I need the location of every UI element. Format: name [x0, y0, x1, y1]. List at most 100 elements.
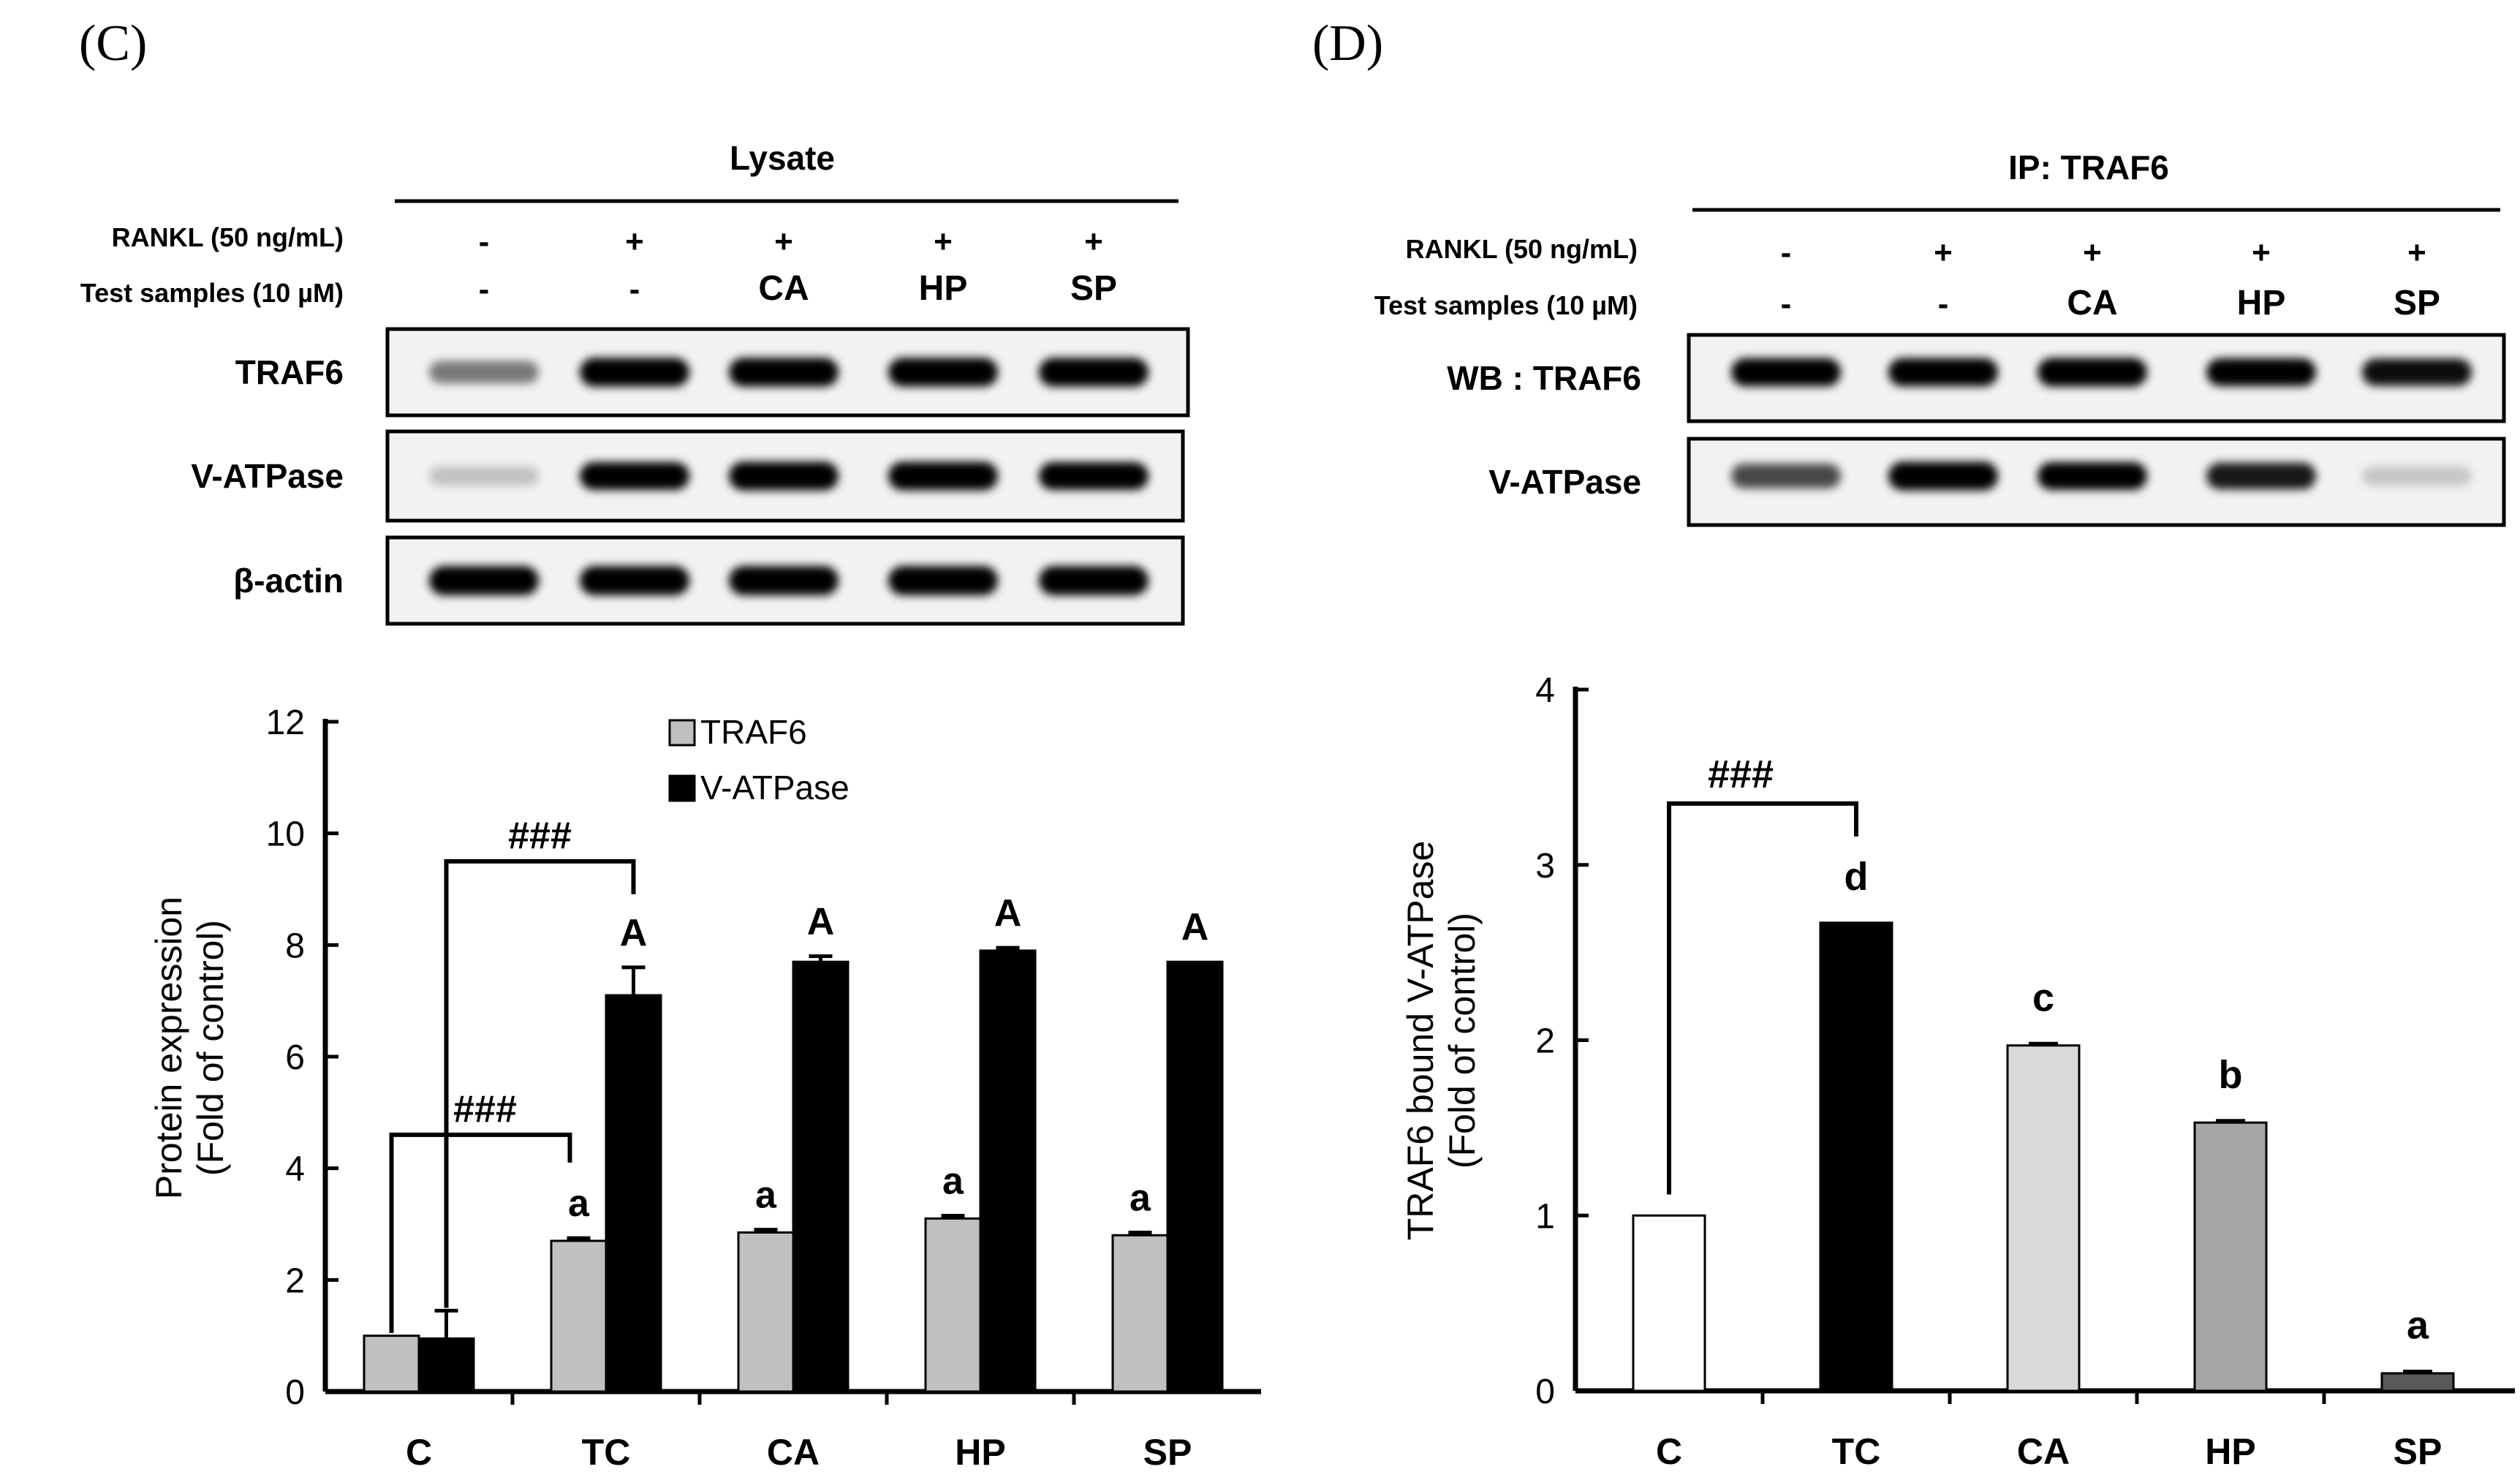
blot-c-band	[580, 566, 689, 595]
blot-d-band-label: V-ATPase	[1488, 463, 1641, 501]
chart-c-annotation: A	[807, 901, 835, 943]
chart-c-legend: TRAF6 V-ATPase	[668, 713, 850, 807]
blot-d-sample-mark: SP	[2394, 284, 2440, 322]
chart-c-y-tick-label: 4	[285, 1150, 305, 1189]
significance-bracket	[444, 858, 636, 1308]
chart-d-marks: 0 1 2 3 4 C TC CA HP SP d c b a ###	[1535, 671, 2515, 1472]
chart-d-y-tick-label: 1	[1535, 1197, 1555, 1236]
chart-c-y-tick-label: 0	[285, 1373, 305, 1412]
significance-label: ###	[1708, 752, 1774, 796]
western-blot-d: IP: TRAF6 RANKL (50 ng/mL) Test samples …	[1374, 148, 2506, 527]
blot-c-band	[429, 566, 539, 595]
bar-chart-c: Protein expression (Fold of control) 0 2 4…	[148, 703, 1261, 1472]
chart-d-y-tick-label: 4	[1535, 671, 1555, 710]
blot-d-band	[1731, 464, 1841, 488]
blot-c-band-label: V-ATPase	[191, 457, 344, 495]
blot-d-strips: WB : TRAF6 V-ATPase	[1447, 333, 2506, 527]
chart-c-annotation: A	[1181, 906, 1209, 948]
legend-label-v-atpase: V-ATPase	[700, 769, 850, 807]
chart-d-annotation: d	[1844, 855, 1869, 899]
blot-c-band	[729, 461, 839, 491]
legend-swatch-traf6	[668, 719, 696, 747]
chart-c-x-tick-label: SP	[1143, 1432, 1192, 1472]
chart-c-x-tick-label: C	[406, 1432, 432, 1472]
bar-sp	[2380, 1372, 2455, 1392]
blot-c-rankl-mark: +	[774, 224, 793, 260]
blot-d-sample-mark: -	[1938, 286, 1949, 322]
blot-d-lane-marks: - + + + + - - CA HP SP	[1781, 235, 2440, 322]
chart-d-annotation: a	[2407, 1304, 2429, 1348]
blot-d-sample-mark: CA	[2067, 284, 2117, 322]
bar-v-atpase	[605, 994, 662, 1393]
bar-v-atpase	[1166, 960, 1224, 1393]
blot-d-rankl-mark: +	[2252, 235, 2271, 271]
chart-d-x-tick-label: C	[1656, 1431, 1682, 1472]
blot-d-band	[2206, 462, 2316, 490]
blot-c-sample-mark: CA	[758, 269, 809, 308]
blot-d-rankl-mark: -	[1781, 235, 1792, 271]
chart-d-y-tick-label: 2	[1535, 1022, 1555, 1061]
bar-hp	[2193, 1121, 2268, 1392]
blot-c-rankl-mark: +	[625, 224, 644, 260]
chart-c-y-tick-label: 2	[285, 1261, 305, 1300]
blot-c-band-label: TRAF6	[235, 353, 344, 391]
blot-d-rankl-mark: +	[1934, 235, 1953, 271]
chart-d-annotation: b	[2219, 1053, 2243, 1097]
blot-d-band	[2206, 358, 2316, 386]
blot-c-band-label: β-actin	[233, 562, 344, 600]
chart-c-x-tick-label: TC	[582, 1432, 631, 1472]
blot-c-band	[729, 358, 839, 387]
chart-c-marks: 0 2 4 6 8 10 12 C TC CA HP SP a a a a A A A A ### ###	[266, 703, 1261, 1472]
blot-d-sample-mark: -	[1781, 286, 1792, 322]
blot-c-sample-mark: -	[479, 271, 490, 307]
blot-d-band	[2037, 358, 2147, 387]
significance-label: ###	[453, 1088, 517, 1131]
blot-c-strip-v-atpase: V-ATPase	[191, 429, 1185, 523]
chart-c-ylabel-line2: (Fold of control)	[190, 920, 231, 1176]
chart-d-y-tick-label: 0	[1535, 1373, 1555, 1411]
bar-tc	[1819, 921, 1893, 1392]
blot-c-band	[888, 461, 998, 491]
blot-c-strips: TRAF6 V-ATPase β-actin	[191, 327, 1190, 626]
legend-swatch-v-atpase	[668, 774, 696, 802]
blot-c-sample-mark: HP	[919, 269, 968, 308]
blot-c-rankl-label: RANKL (50 ng/mL)	[112, 222, 344, 252]
blot-c-rankl-mark: +	[1084, 224, 1103, 260]
blot-c-sample-mark: SP	[1070, 269, 1117, 308]
chart-c-annotation: a	[1130, 1177, 1151, 1219]
blot-c-band	[888, 566, 998, 595]
blot-c-lane-marks: - + + + + - - CA HP SP	[479, 224, 1117, 308]
panel-label-d: (D)	[1312, 15, 1383, 72]
panel-label-c: (C)	[79, 15, 147, 72]
blot-c-band	[888, 358, 998, 387]
blot-c-band	[1039, 462, 1149, 490]
blot-c-band	[1039, 358, 1149, 387]
bar-ca	[2006, 1044, 2081, 1392]
bar-traf6	[550, 1239, 608, 1393]
chart-c-ylabel-line1: Protein expression	[148, 897, 189, 1199]
blot-d-band	[1731, 358, 1841, 387]
chart-d-y-tick-label: 3	[1535, 847, 1555, 886]
blot-d-rankl-mark: +	[2407, 235, 2426, 271]
chart-c-y-tick-label: 6	[285, 1038, 305, 1077]
significance-bracket	[389, 1132, 572, 1333]
chart-c-y-tick-label: 10	[266, 815, 305, 854]
western-blot-c: Lysate RANKL (50 ng/mL) Test samples (10…	[80, 139, 1190, 626]
bar-traf6	[737, 1231, 795, 1393]
blot-c-band	[580, 358, 689, 387]
chart-c-annotation: a	[568, 1182, 590, 1225]
blot-c-samples-label: Test samples (10 µM)	[80, 278, 344, 308]
chart-d-ylabel-line1: TRAF6 bound V-ATPase	[1400, 841, 1441, 1241]
chart-c-annotation: a	[942, 1160, 964, 1203]
chart-c-x-tick-label: HP	[955, 1432, 1005, 1472]
bar-v-atpase	[792, 960, 850, 1393]
blot-d-band	[1888, 461, 1998, 491]
chart-d-ylabel-line2: (Fold of control)	[1442, 913, 1483, 1169]
bar-v-atpase	[979, 949, 1037, 1393]
bar-chart-d: TRAF6 bound V-ATPase (Fold of control) 0…	[1400, 671, 2515, 1472]
blot-c-header: Lysate	[730, 139, 835, 177]
legend-label-traf6: TRAF6	[700, 713, 807, 751]
bar-traf6	[924, 1217, 982, 1393]
bar-c	[1632, 1214, 1706, 1392]
blot-d-samples-label: Test samples (10 µM)	[1374, 290, 1638, 320]
